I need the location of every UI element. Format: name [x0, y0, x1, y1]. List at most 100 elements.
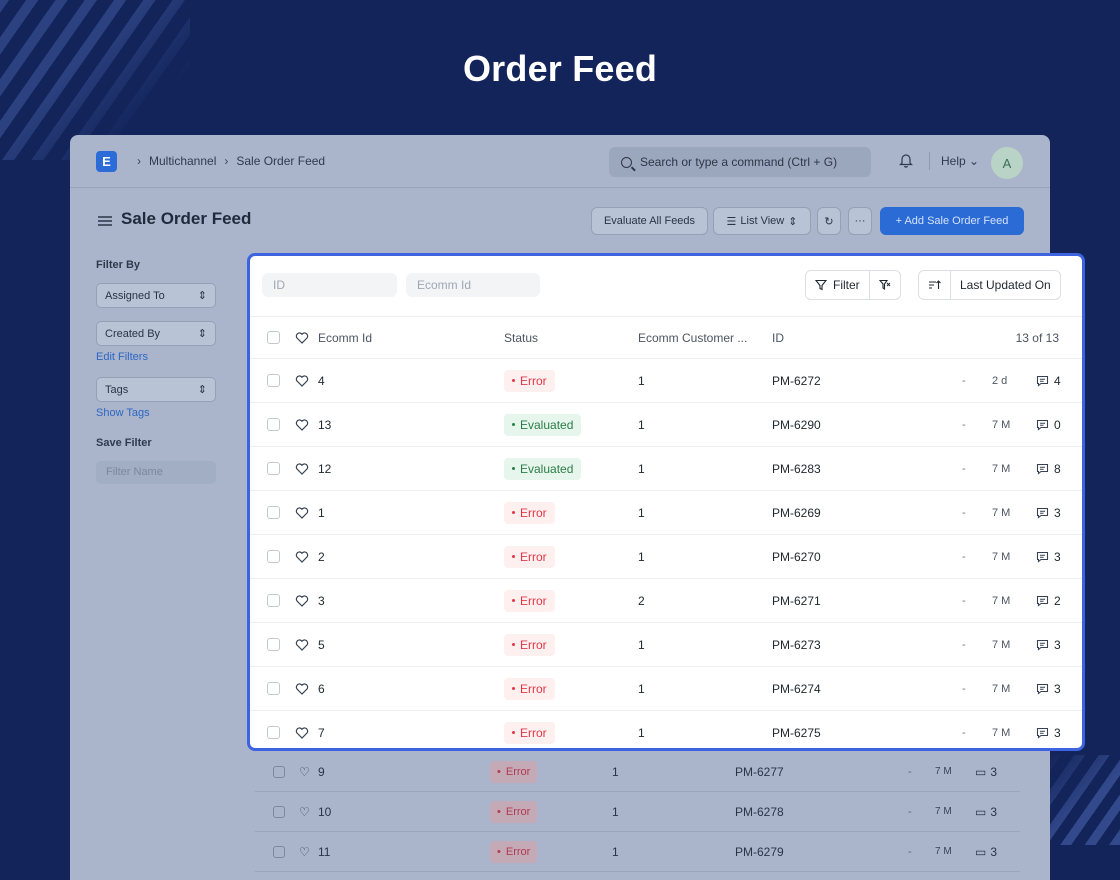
heart-icon[interactable] [295, 550, 309, 564]
comment-count: 2 [1036, 594, 1061, 608]
status-text: Error [520, 637, 547, 652]
cell-ecomm-id[interactable]: 5 [318, 637, 325, 652]
cell-id: PM-6290 [772, 417, 821, 432]
row-checkbox[interactable] [267, 550, 280, 563]
breadcrumb-multichannel[interactable]: Multichannel [149, 154, 217, 168]
comment-icon [1036, 727, 1049, 739]
row-checkbox[interactable] [267, 638, 280, 651]
cell-modified: 7 M [992, 682, 1011, 695]
sort-order-icon [929, 280, 941, 289]
bell-icon[interactable] [899, 152, 913, 168]
cell-ecomm-id[interactable]: 1 [318, 505, 325, 520]
table-row[interactable]: ♡ 10 • Error 1 PM-6278 - 7 M ▭ 3 [255, 792, 1020, 832]
page-head: Sale Order Feed Evaluate All Feeds ☰ Lis… [70, 189, 1050, 249]
table-row[interactable]: ♡ 11 • Error 1 PM-6279 - 7 M ▭ 3 [255, 832, 1020, 872]
comment-count-value: 3 [1054, 549, 1061, 564]
created-by-select[interactable]: Created By ⇕ [96, 321, 216, 346]
row-checkbox[interactable] [267, 462, 280, 475]
help-dropdown[interactable]: Help ⌄ [941, 154, 979, 168]
heart-icon[interactable] [295, 638, 309, 652]
heart-icon[interactable] [295, 374, 309, 388]
cell-ecomm-id[interactable]: 13 [318, 417, 332, 432]
tags-select[interactable]: Tags ⇕ [96, 377, 216, 402]
cell-ecomm-id[interactable]: 3 [318, 593, 325, 608]
heart-icon[interactable]: ♡ [299, 844, 310, 859]
row-checkbox[interactable] [267, 682, 280, 695]
app-logo[interactable]: E [96, 150, 117, 172]
cell-ecomm-id[interactable]: 6 [318, 681, 325, 696]
comment-icon [1036, 683, 1049, 695]
row-checkbox[interactable] [273, 845, 285, 858]
row-checkbox[interactable] [267, 374, 280, 387]
show-tags-link[interactable]: Show Tags [96, 407, 150, 419]
cell-ecomm-id[interactable]: 2 [318, 549, 325, 564]
heart-icon[interactable] [295, 418, 309, 432]
cell-ecomm-id[interactable]: 7 [318, 725, 325, 740]
ecomm-id-filter-input[interactable]: Ecomm Id [406, 273, 540, 297]
refresh-button[interactable]: ↻ [817, 207, 841, 235]
heart-icon[interactable] [295, 682, 309, 696]
status-cell: Error [504, 545, 555, 568]
row-checkbox[interactable] [273, 765, 285, 778]
row-checkbox[interactable] [267, 418, 280, 431]
table-row[interactable]: 3 Error 2 PM-6271 - 7 M 2 [250, 578, 1082, 622]
column-header-ecomm-id: Ecomm Id [318, 330, 373, 345]
table-row[interactable]: 7 Error 1 PM-6275 - 7 M 3 [250, 710, 1082, 748]
heart-icon[interactable] [295, 506, 309, 520]
add-sale-order-feed-button[interactable]: + Add Sale Order Feed [880, 207, 1024, 235]
avatar[interactable]: A [991, 147, 1023, 179]
status-text: Evaluated [520, 461, 574, 476]
filter-button-group: Filter [805, 270, 901, 300]
table-row[interactable]: 6 Error 1 PM-6274 - 7 M 3 [250, 666, 1082, 710]
status-dot [512, 511, 515, 514]
table-row[interactable]: 5 Error 1 PM-6273 - 7 M 3 [250, 622, 1082, 666]
table-row[interactable]: 1 Error 1 PM-6269 - 7 M 3 [250, 490, 1082, 534]
breadcrumb-sale-order-feed[interactable]: Sale Order Feed [236, 154, 326, 168]
heart-icon[interactable] [295, 331, 309, 345]
select-all-checkbox[interactable] [267, 331, 280, 344]
row-checkbox[interactable] [273, 805, 285, 818]
heart-icon[interactable] [295, 726, 309, 740]
menu-icon[interactable] [98, 216, 112, 226]
row-checkbox[interactable] [267, 726, 280, 739]
page-title: Order Feed [462, 48, 658, 89]
heart-icon[interactable] [295, 462, 309, 476]
help-label: Help [941, 154, 966, 168]
clear-filter-button[interactable] [868, 271, 900, 299]
heart-icon[interactable]: ♡ [299, 804, 310, 819]
comment-count: 8 [1036, 462, 1061, 476]
cell-id: PM-6278 [735, 804, 784, 819]
id-filter-input[interactable]: ID [262, 273, 397, 297]
sort-field-button[interactable]: Last Updated On [950, 271, 1060, 299]
row-checkbox[interactable] [267, 506, 280, 519]
cell-modified: 7 M [992, 462, 1011, 475]
row-checkbox[interactable] [267, 594, 280, 607]
result-count: 13 of 13 [1015, 330, 1059, 345]
table-row[interactable]: 2 Error 1 PM-6270 - 7 M 3 [250, 534, 1082, 578]
heart-icon[interactable] [295, 594, 309, 608]
heart-icon[interactable]: ♡ [299, 764, 310, 779]
table-row[interactable]: 4 Error 1 PM-6272 - 2 d 4 [250, 358, 1082, 402]
evaluate-all-feeds-button[interactable]: Evaluate All Feeds [591, 207, 708, 235]
awesomebar-search[interactable]: Search or type a command (Ctrl + G) [609, 147, 871, 177]
table-row[interactable]: ♡ 9 • Error 1 PM-6277 - 7 M ▭ 3 [255, 752, 1020, 792]
sort-order-button[interactable] [919, 271, 950, 299]
list-view-button[interactable]: ☰ List View ⇕ [713, 207, 811, 235]
filter-button[interactable]: Filter [806, 271, 869, 299]
cell-ecomm-id: 11 [318, 844, 331, 859]
comment-count: 3 [1036, 638, 1061, 652]
status-text: Error [520, 549, 547, 564]
cell-ecomm-id[interactable]: 12 [318, 461, 332, 476]
edit-filters-link[interactable]: Edit Filters [96, 351, 148, 363]
assigned-to-select[interactable]: Assigned To ⇕ [96, 283, 216, 308]
table-row[interactable]: 12 Evaluated 1 PM-6283 - 7 M 8 [250, 446, 1082, 490]
filter-name-input[interactable]: Filter Name [96, 461, 216, 484]
comment-count-value: 3 [990, 844, 998, 859]
table-row[interactable]: 13 Evaluated 1 PM-6290 - 7 M 0 [250, 402, 1082, 446]
cell-ecomm-id[interactable]: 4 [318, 373, 325, 388]
cell-modified: 7 M [935, 766, 952, 777]
comment-icon [1036, 507, 1049, 519]
more-actions-button[interactable]: ··· [848, 207, 872, 235]
comment-count: ▭ 3 [975, 805, 997, 819]
comment-count: 0 [1036, 418, 1061, 432]
